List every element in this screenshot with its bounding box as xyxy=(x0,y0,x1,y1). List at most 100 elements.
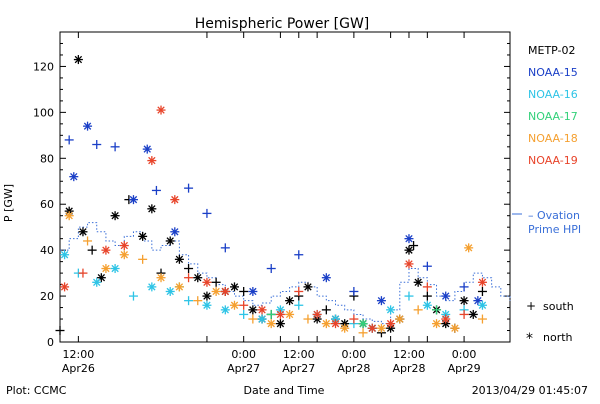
y-tick-label: 20 xyxy=(40,290,54,303)
noaa-19-point xyxy=(422,282,432,292)
noaa-16-point xyxy=(128,291,138,301)
noaa-18-point xyxy=(303,314,313,324)
noaa-16-point xyxy=(294,300,304,310)
metp-02-point xyxy=(184,264,194,274)
noaa-19-point xyxy=(147,156,157,166)
noaa-18-point xyxy=(174,282,184,292)
noaa-17-point xyxy=(432,305,442,315)
metp-02-point xyxy=(248,305,258,315)
metp-02-point xyxy=(422,291,432,301)
noaa-15-point xyxy=(473,296,483,306)
noaa-19-point xyxy=(349,314,359,324)
noaa-19-point xyxy=(386,319,396,329)
noaa-15-point xyxy=(142,144,152,154)
noaa-16-point xyxy=(422,300,432,310)
noaa-16-point xyxy=(220,305,230,315)
noaa-18-point xyxy=(266,319,276,329)
noaa-15-point xyxy=(422,261,432,271)
metp-02-point xyxy=(110,211,120,221)
noaa-16-point xyxy=(477,300,487,310)
metp-02-point xyxy=(73,55,83,65)
y-tick-label: 60 xyxy=(40,198,54,211)
noaa-16-point xyxy=(202,300,212,310)
noaa-19-point xyxy=(202,277,212,287)
noaa-18-point xyxy=(376,323,386,333)
x-tick-date-label: Apr27 xyxy=(227,362,260,375)
noaa-15-point xyxy=(184,183,194,193)
x-tick-date-label: Apr27 xyxy=(282,362,315,375)
x-tick-date-label: Apr26 xyxy=(62,362,95,375)
noaa-18-point xyxy=(193,296,203,306)
y-tick-label: 0 xyxy=(47,336,54,349)
x-tick-label: 12:00 xyxy=(283,348,315,361)
noaa-15-point xyxy=(64,135,74,145)
noaa-18-point xyxy=(138,254,148,264)
noaa-19-point xyxy=(477,277,487,287)
noaa-19-point xyxy=(101,245,111,255)
noaa-19-point xyxy=(119,241,129,251)
noaa-18-point xyxy=(358,328,368,338)
noaa-19-point xyxy=(367,323,377,333)
noaa-18-point xyxy=(119,250,129,260)
legend-item-metp-02: METP-02 xyxy=(528,44,576,57)
noaa-15-point xyxy=(248,286,258,296)
x-tick-date-label: Apr29 xyxy=(448,362,481,375)
noaa-18-point xyxy=(321,319,331,329)
x-tick-date-label: Apr28 xyxy=(392,362,425,375)
noaa-15-point xyxy=(349,286,359,296)
footer-left-label: Plot: CCMC xyxy=(6,384,67,397)
noaa-19-point xyxy=(275,309,285,319)
legend-north-label: north xyxy=(543,331,573,344)
noaa-18-point xyxy=(464,243,474,253)
noaa-16-point xyxy=(184,296,194,306)
metp-02-point xyxy=(211,277,221,287)
noaa-19-point xyxy=(156,105,166,115)
noaa-16-point xyxy=(239,309,249,319)
legend-south-symbol: + xyxy=(526,299,536,313)
metp-02-point xyxy=(404,245,414,255)
metp-02-point xyxy=(174,254,184,264)
legend-model-label-2: Prime HPI xyxy=(528,223,581,236)
noaa-18-point xyxy=(211,286,221,296)
noaa-19-point xyxy=(257,305,267,315)
legend-item-noaa-18: NOAA-18 xyxy=(528,132,578,145)
noaa-18-point xyxy=(413,305,423,315)
noaa-18-point xyxy=(64,211,74,221)
noaa-19-point xyxy=(331,319,341,329)
metp-02-point xyxy=(321,305,331,315)
noaa-15-point xyxy=(220,243,230,253)
noaa-16-point xyxy=(386,305,396,315)
noaa-16-point xyxy=(147,282,157,292)
noaa-15-point xyxy=(110,142,120,152)
legend-item-noaa-17: NOAA-17 xyxy=(528,110,578,123)
plot-frame xyxy=(59,31,511,343)
x-tick-label: 0:00 xyxy=(231,348,256,361)
noaa-18-point xyxy=(156,273,166,283)
metp-02-point xyxy=(477,286,487,296)
y-tick-label: 40 xyxy=(40,244,54,257)
noaa-15-point xyxy=(404,234,414,244)
y-tick-label: 100 xyxy=(33,106,54,119)
noaa-18-point xyxy=(285,309,295,319)
metp-02-point xyxy=(285,296,295,306)
noaa-19-point xyxy=(459,309,469,319)
noaa-16-point xyxy=(165,286,175,296)
y-tick-label: 120 xyxy=(33,60,54,73)
footer-timestamp: 2013/04/29 01:45:07 xyxy=(472,384,588,397)
noaa-18-point xyxy=(101,264,111,274)
axes: 02040608010012012:00Apr260:00Apr2712:00A… xyxy=(33,31,511,375)
noaa-15-point xyxy=(128,195,138,205)
ovation-model-line xyxy=(60,222,511,325)
x-tick-label: 0:00 xyxy=(342,348,367,361)
metp-02-point xyxy=(239,286,249,296)
noaa-16-point xyxy=(110,264,120,274)
chart-title: Hemispheric Power [GW] xyxy=(195,16,370,32)
noaa-15-point xyxy=(151,185,161,195)
data-markers xyxy=(55,55,487,338)
noaa-17-point xyxy=(266,309,276,319)
noaa-15-point xyxy=(459,282,469,292)
legend-south-label: south xyxy=(543,300,574,313)
metp-02-point xyxy=(202,291,212,301)
